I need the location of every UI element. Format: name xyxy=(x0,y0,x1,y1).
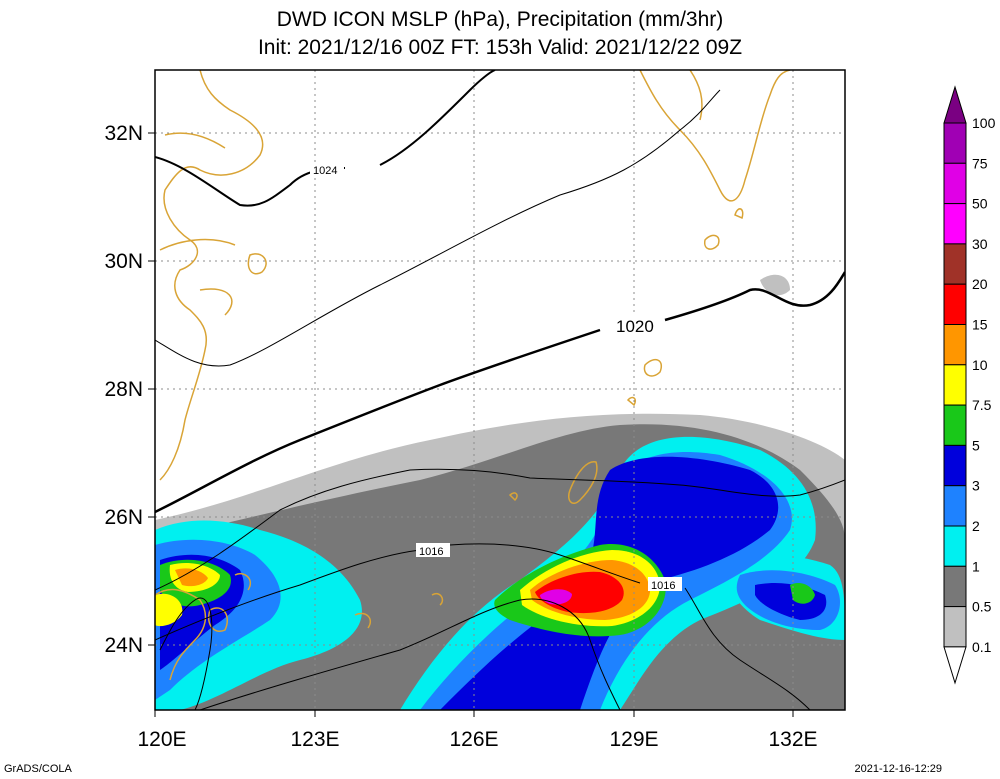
coastlines xyxy=(155,70,791,681)
colorbar-label: 0.1 xyxy=(972,639,992,655)
footer-credit: GrADS/COLA xyxy=(4,763,72,775)
isobar-1016-east xyxy=(684,587,811,710)
lon-label-132e: 132E xyxy=(768,728,817,751)
colorbar-label: 30 xyxy=(972,236,988,252)
isobar-1024-east xyxy=(379,70,496,166)
lat-label-26n: 26N xyxy=(104,506,143,529)
colorbar-swatch xyxy=(943,203,967,245)
colorbar-label: 75 xyxy=(972,155,988,171)
colorbar-label: 20 xyxy=(972,276,988,292)
isobar-thin-south xyxy=(199,598,621,710)
colorbar-swatch xyxy=(943,324,967,366)
colorbar-label: 100 xyxy=(972,115,996,131)
colorbar-bottom-arrow xyxy=(943,646,967,685)
colorbar-swatch xyxy=(943,606,967,648)
isobar-1016 xyxy=(155,549,421,641)
lon-label-129e: 129E xyxy=(609,728,658,751)
colorbar-swatch xyxy=(943,525,967,567)
colorbar-label: 7.5 xyxy=(972,397,992,413)
colorbar-swatch xyxy=(943,162,967,205)
colorbar-swatch xyxy=(943,404,967,446)
precip-5-east xyxy=(790,583,815,604)
colorbar-label: 2 xyxy=(972,518,980,534)
isobar-1020 xyxy=(155,328,601,514)
isobar-1020-east xyxy=(664,271,845,322)
precip-0.1-north xyxy=(760,274,790,296)
precipitation-colorbar: 100 75 50 30 20 15 10 7.5 5 3 2 1 0.5 0.1 xyxy=(943,85,996,685)
precip-10-west xyxy=(175,568,208,587)
footer-timestamp: 2021-12-16-12:29 xyxy=(854,763,942,775)
lat-label-28n: 28N xyxy=(104,378,143,401)
colorbar-label: 10 xyxy=(972,357,988,373)
isobar-label-1024: 1024 xyxy=(313,165,337,177)
map-frame xyxy=(154,69,846,711)
colorbar-label: 0.5 xyxy=(972,599,992,615)
colorbar-swatch xyxy=(943,444,967,487)
map-title-line2: Init: 2021/12/16 00Z FT: 153h Valid: 202… xyxy=(257,36,743,59)
isobar-labels: 1024 1020 1016 1016 xyxy=(310,162,682,592)
precip-7.5-west2 xyxy=(155,593,183,627)
colorbar-label: 50 xyxy=(972,196,988,212)
isobar-thin-north xyxy=(155,89,721,367)
isobar-1016-mid xyxy=(449,543,641,584)
colorbar-swatch xyxy=(943,283,967,326)
lat-labels: 32N 30N 28N 26N 24N xyxy=(104,122,143,657)
lon-label-120e: 120E xyxy=(137,728,186,751)
colorbar-swatch xyxy=(943,243,967,285)
colorbar-swatch xyxy=(943,122,967,164)
isobar-thin-sw xyxy=(159,597,213,710)
colorbar-swatch xyxy=(943,565,967,608)
lon-label-126e: 126E xyxy=(449,728,498,751)
isobar-label-1016-east: 1016 xyxy=(651,580,675,592)
isobar-label-1020: 1020 xyxy=(616,317,654,336)
colorbar-label: 15 xyxy=(972,317,988,333)
lon-label-123e: 123E xyxy=(290,728,339,751)
isobar-thin-mid xyxy=(155,468,845,591)
colorbar-swatch xyxy=(943,364,967,406)
axis-ticks xyxy=(148,132,794,717)
colorbar-label: 1 xyxy=(972,558,980,574)
map-title-line1: DWD ICON MSLP (hPa), Precipitation (mm/3… xyxy=(276,8,724,31)
colorbar-label: 5 xyxy=(972,437,980,453)
colorbar-swatch xyxy=(943,485,967,527)
lon-labels: 120E 123E 126E 129E 132E xyxy=(137,728,817,751)
lat-label-30n: 30N xyxy=(104,250,143,273)
colorbar-label: 3 xyxy=(972,478,980,494)
isobar-label-1016-west: 1016 xyxy=(419,546,443,558)
colorbar-top-arrow xyxy=(943,85,967,124)
lat-label-32n: 32N xyxy=(104,122,143,145)
lat-label-24n: 24N xyxy=(104,634,143,657)
